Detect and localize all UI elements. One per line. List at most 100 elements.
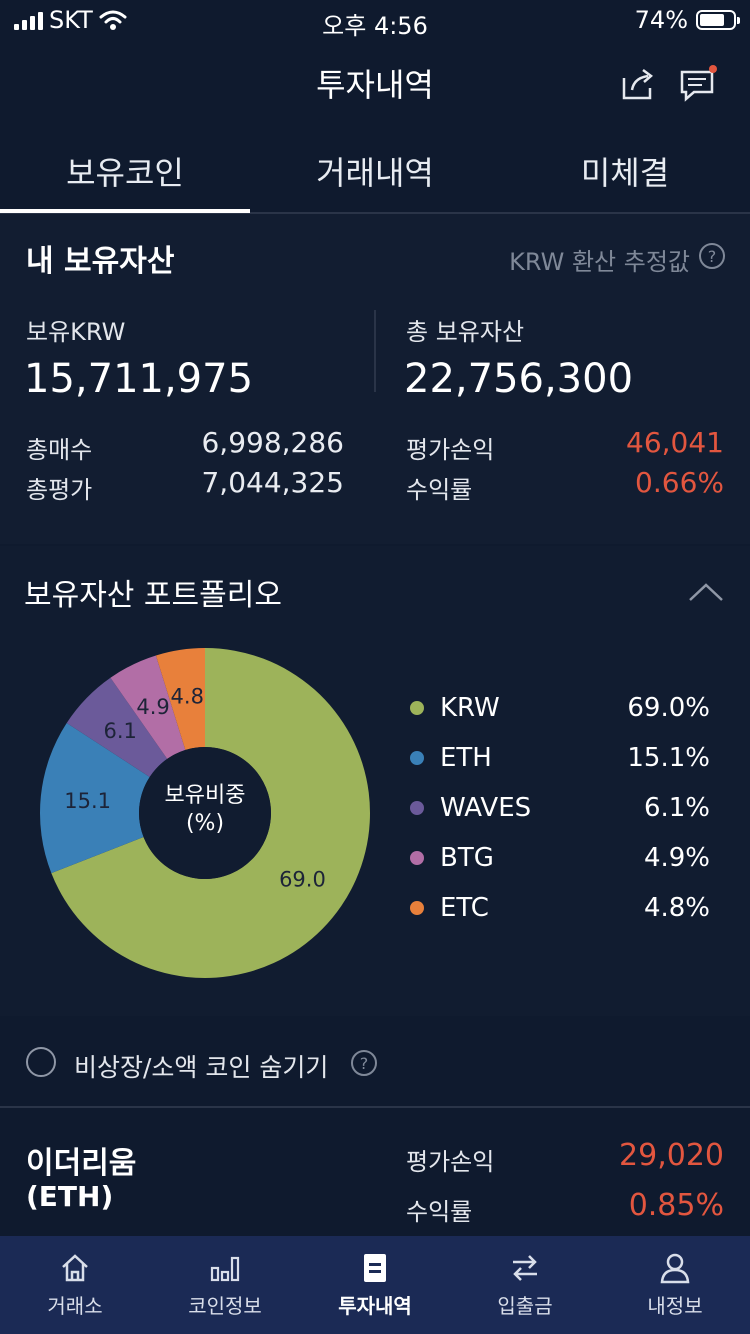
total-eval-label: 총평가 [26,476,93,504]
nav-investment-history[interactable]: 투자내역 [300,1236,450,1334]
donut-slice-label: 6.1 [103,719,136,743]
legend-item: KRW 69.0% [410,683,710,733]
legend-item: BTG 4.9% [410,833,710,883]
svg-text:?: ? [708,247,717,266]
legend-pct: 69.0% [627,693,710,723]
legend-dot [410,901,424,915]
legend-name: BTG [440,843,494,873]
legend-item: ETH 15.1% [410,733,710,783]
portfolio-legend: KRW 69.0% ETH 15.1% WAVES 6.1% BTG 4.9% … [410,683,710,933]
coin-symbol: (ETH) [26,1180,114,1213]
donut-slice-label: 4.8 [171,684,204,708]
bottom-nav: 거래소 코인정보 투자내역 입출금 내정보 [0,1236,750,1334]
donut-slice-label: 69.0 [279,868,326,892]
status-left: SKT [14,6,127,34]
coin-pnl-label: 평가손익 [406,1148,495,1176]
status-bar: SKT 오후 4:56 74% [0,0,750,42]
donut-slice-label: 4.9 [136,695,169,719]
active-tab-indicator [0,209,250,213]
donut-slice-btg [110,655,186,759]
total-assets-label: 총 보유자산 [406,318,525,346]
share-icon[interactable] [618,64,658,104]
legend-name: ETC [440,893,489,923]
tab-divider [0,212,750,214]
battery-percent: 74% [634,6,688,34]
donut-slice-etc [155,648,205,750]
signal-icon [14,10,43,30]
legend-dot [410,801,424,815]
nav-my-info[interactable]: 내정보 [600,1236,750,1334]
coin-return-label: 수익률 [406,1198,473,1226]
nav-coin-info[interactable]: 코인정보 [150,1236,300,1334]
donut-slice-label: 15.1 [64,789,111,813]
battery-icon [696,10,740,30]
donut-slice-waves [66,677,168,777]
legend-item: WAVES 6.1% [410,783,710,833]
tab-holdings[interactable]: 보유코인 [66,154,184,192]
nav-label: 입출금 [497,1293,553,1318]
holding-krw-value: 15,711,975 [24,356,254,402]
coin-name: 이더리움 [26,1146,137,1181]
legend-pct: 4.8% [643,893,710,923]
divider [0,1106,750,1108]
nav-label: 코인정보 [188,1293,262,1318]
help-icon[interactable]: ? [698,242,726,270]
legend-item: ETC 4.8% [410,883,710,933]
tab-history[interactable]: 거래내역 [316,154,434,192]
hide-small-coins-radio[interactable] [26,1047,56,1077]
help-icon[interactable]: ? [350,1049,378,1077]
holding-krw-label: 보유KRW [26,318,126,346]
coin-row-eth[interactable]: 이더리움 (ETH) 평가손익 29,020 수익률 0.85% [0,1108,750,1236]
legend-pct: 15.1% [627,743,710,773]
return-value: 0.66% [635,466,724,499]
message-icon[interactable] [678,64,718,104]
coin-return-value: 0.85% [628,1188,724,1223]
bar-chart-icon [210,1256,240,1281]
hide-small-coins-row[interactable]: 비상장/소액 코인 숨기기 ? [0,1018,750,1106]
page-title: 투자내역 [316,66,434,104]
portfolio-donut-chart: 69.0 15.1 6.14.9 4.8 보유비중 (%) [39,648,370,978]
donut-center-label: 보유비중 [165,783,246,808]
total-assets-value: 22,756,300 [404,356,634,402]
nav-label: 거래소 [47,1293,103,1318]
user-icon [660,1253,690,1283]
nav-deposit-withdraw[interactable]: 입출금 [450,1236,600,1334]
my-assets-section: 내 보유자산 KRW 환산 추정값 ? 보유KRW 15,711,975 총 보… [0,214,750,544]
legend-name: WAVES [440,793,532,823]
wifi-icon [99,10,127,30]
donut-slice-krw [51,648,370,978]
donut-hole [139,747,271,879]
hide-small-coins-label: 비상장/소액 코인 숨기기 [74,1053,329,1082]
vertical-divider [374,310,376,392]
donut-center-unit: (%) [186,811,224,836]
status-right: 74% [634,6,740,34]
nav-exchange[interactable]: 거래소 [0,1236,150,1334]
my-assets-title: 내 보유자산 [26,244,175,279]
total-eval-value: 7,044,325 [201,466,344,499]
legend-dot [410,751,424,765]
total-buy-value: 6,998,286 [201,426,344,459]
portfolio-section: 보유자산 포트폴리오 69.0 15.1 6.1 4.9 4.8 보유비중 (%) KR… [0,546,750,1016]
legend-pct: 4.9% [643,843,710,873]
tab-pending[interactable]: 미체결 [580,154,670,192]
krw-estimate-label: KRW 환산 추정값 [509,248,690,276]
portfolio-title: 보유자산 포트폴리오 [24,578,282,613]
nav-label: 내정보 [647,1293,703,1318]
pnl-value: 46,041 [626,426,724,459]
total-buy-label: 총매수 [26,436,93,464]
status-time: 오후 4:56 [322,12,428,40]
return-label: 수익률 [406,476,473,504]
legend-dot [410,851,424,865]
legend-name: KRW [440,693,500,723]
donut-slice-eth [39,722,150,874]
legend-pct: 6.1% [643,793,710,823]
home-icon [62,1253,88,1281]
svg-text:?: ? [360,1054,369,1073]
carrier-label: SKT [49,6,93,34]
legend-dot [410,701,424,715]
chevron-up-icon[interactable] [688,582,724,602]
transfer-icon [513,1254,537,1281]
coin-pnl-value: 29,020 [619,1138,724,1173]
nav-label: 투자내역 [338,1293,412,1318]
pnl-label: 평가손익 [406,436,495,464]
